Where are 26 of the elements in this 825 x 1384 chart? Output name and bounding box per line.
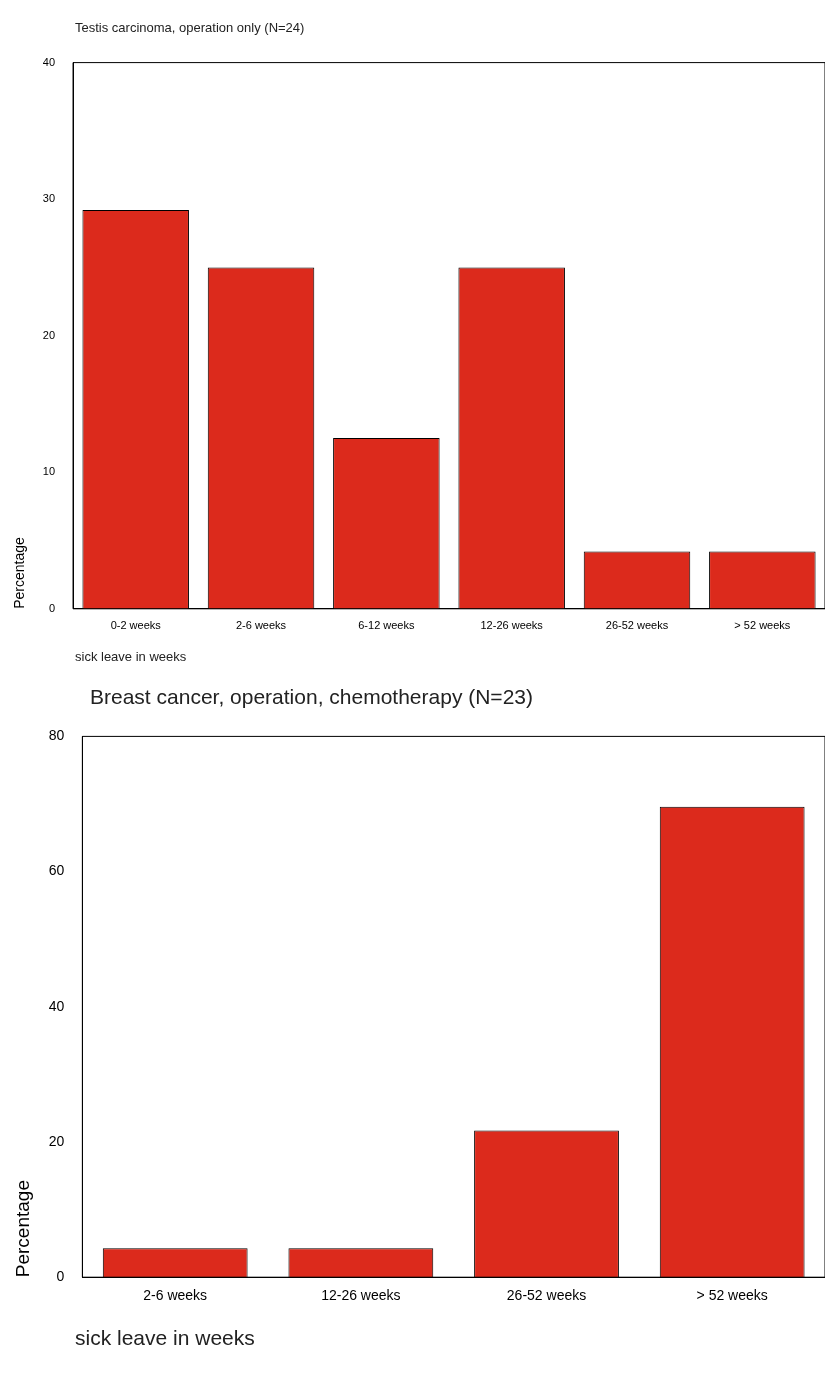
- y-tick-label: 40: [48, 997, 65, 1014]
- x-tick-label: 6-12 weeks: [358, 619, 415, 632]
- x-tick-label: 0-2 weeks: [110, 619, 162, 632]
- y-axis-title: Percentage: [11, 536, 28, 609]
- chart-title: Breast cancer, operation, chemotherapy (N=23): [89, 684, 534, 710]
- chart-title: Testis carcinoma, operation only (N=24): [74, 18, 306, 37]
- x-axis-title: sick leave in weeks: [74, 647, 188, 666]
- y-tick-label: 30: [42, 192, 56, 205]
- y-tick-label: 40: [42, 55, 56, 68]
- y-tick-label: 10: [42, 465, 56, 478]
- y-tick-label: 20: [42, 328, 56, 341]
- y-tick-label: 80: [48, 727, 65, 744]
- x-tick-label: 26-52 weeks: [506, 1287, 587, 1304]
- x-tick-label: 12-26 weeks: [480, 619, 544, 632]
- y-tick-label: 0: [48, 601, 56, 614]
- y-tick-label: 0: [56, 1268, 65, 1285]
- y-axis-title: Percentage: [11, 1180, 33, 1278]
- x-tick-label: > 52 weeks: [734, 619, 791, 632]
- y-tick-label: 60: [48, 862, 65, 879]
- x-tick-label: > 52 weeks: [696, 1287, 768, 1304]
- x-tick-label: 2-6 weeks: [235, 619, 287, 632]
- x-tick-label: 2-6 weeks: [143, 1287, 208, 1304]
- x-tick-label: 12-26 weeks: [321, 1287, 401, 1304]
- y-tick-label: 20: [48, 1132, 65, 1149]
- x-axis-title: sick leave in weeks: [74, 1325, 256, 1351]
- x-tick-label: 26-52 weeks: [605, 619, 669, 632]
